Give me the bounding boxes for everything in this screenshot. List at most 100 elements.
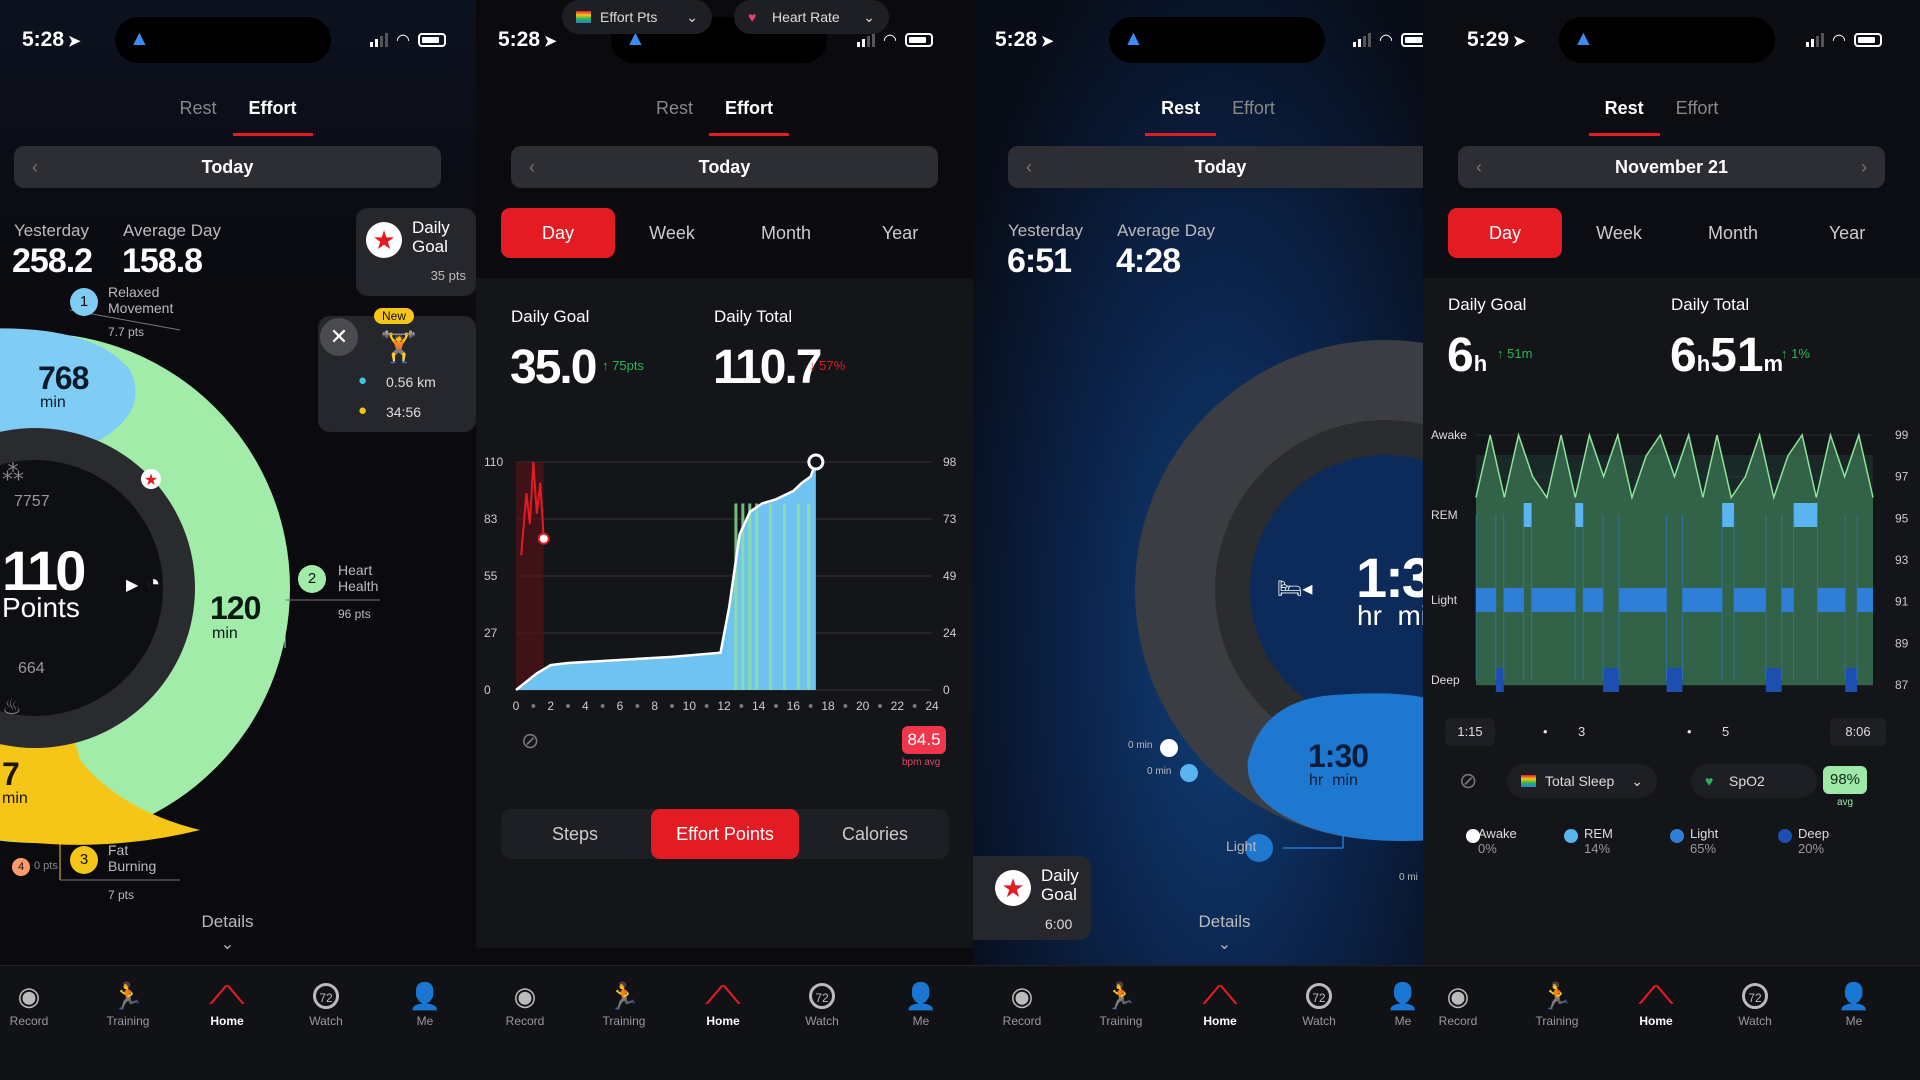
daily-goal-card[interactable]: ★ Daily Goal 35 pts [356,208,476,296]
nav-training[interactable]: 🏃 Training [93,978,163,1028]
details-link[interactable]: Details [201,912,254,931]
nav-home[interactable]: ⟋⟍ Home [1621,978,1691,1028]
nav-me[interactable]: 👤 Me [1819,978,1889,1028]
period-week[interactable]: Week [1596,223,1642,243]
nav-home[interactable]: ⟋⟍ Home [688,978,758,1028]
chevron-right-icon[interactable]: › [1861,157,1867,177]
close-icon[interactable]: ✕ [320,318,358,356]
chevron-down-icon[interactable]: ⌄ [220,936,235,953]
nav-me[interactable]: 👤 Me [886,978,956,1028]
heart-rate-dropdown[interactable]: ♥ Heart Rate ⌄ [734,0,889,34]
hide-eye-icon[interactable]: ⊘ [521,728,540,753]
activity-card[interactable]: ✕ New 🏋 ● 0.56 km ● 34:56 [318,308,476,432]
date-selector[interactable]: ‹ November 21 › [1458,146,1885,188]
nav-home[interactable]: ⟋⟍ Home [1185,978,1255,1028]
chevron-down-icon[interactable]: ⌄ [1217,936,1232,953]
date-selector[interactable]: ‹ Today [1008,146,1423,188]
tab-rest[interactable]: Rest [655,98,693,118]
period-year[interactable]: Year [881,223,919,243]
nav-watch[interactable]: 72 Watch [1284,978,1354,1028]
goal-delta: ↑ 51m [1497,346,1533,361]
nav-training[interactable]: 🏃 Training [1522,978,1592,1028]
sleep-stage-chart[interactable]: Awake REM Light Deep 99 97 95 93 91 89 87 [1423,415,1920,745]
running-icon: 🏃 [607,981,641,1011]
x-tick-dot [704,704,709,708]
total-sleep-dropdown[interactable]: Total Sleep ⌄ [1507,764,1657,798]
timer-icon[interactable]: ◔ [146,570,161,597]
nav-home[interactable]: ⟋⟍ Home [192,978,262,1028]
spo2-dropdown[interactable]: ♥ SpO2 [1691,764,1817,798]
yesterday-label: Yesterday [14,221,89,240]
tab-effort[interactable]: Effort [709,98,789,136]
status-bar: 5:28 ➤ ▲ ◠ [476,0,973,80]
zone-3-number: 3 [70,846,98,874]
light-dot [1670,829,1684,843]
dynamic-island: ▲ [115,17,331,63]
stage-label: Deep [1431,673,1460,687]
metric-selector: Steps Effort Points Calories [501,809,949,859]
nav-training[interactable]: 🏃 Training [1086,978,1156,1028]
location-arrow-icon: ➤ [544,33,557,50]
tab-effort[interactable]: Effort [1232,98,1275,118]
wifi-icon: ◠ [1379,32,1393,49]
chevron-left-icon[interactable]: ‹ [32,157,38,177]
tab-rest[interactable]: Rest [1145,98,1217,136]
chevron-left-icon[interactable]: ‹ [1476,157,1482,177]
period-week[interactable]: Week [649,223,695,243]
rainbow-icon [1521,775,1536,787]
nav-record[interactable]: ◉ Record [987,978,1057,1028]
metric-effort-points[interactable]: Effort Points [651,809,799,859]
chevron-left-icon[interactable]: ‹ [1026,157,1032,177]
average-value: 158.8 [122,242,203,280]
y-left-tick-label: 110 [484,455,503,469]
tab-effort[interactable]: Effort [1675,98,1719,118]
sleep-stage-bar [1583,588,1604,612]
metric-steps[interactable]: Steps [551,824,599,844]
inner-disc [0,460,163,716]
nav-watch[interactable]: 72 Watch [787,978,857,1028]
hide-eye-icon[interactable]: ⊘ [1459,768,1478,793]
tab-rest[interactable]: Rest [179,98,217,118]
daily-goal-card[interactable]: ★ Daily Goal 6:00 [973,856,1091,940]
period-day[interactable]: Day [1448,208,1562,258]
date-selector[interactable]: ‹ Today [511,146,938,188]
period-month[interactable]: Month [760,223,812,243]
x-tick-label: 24 [925,699,939,710]
total-delta: ↑ 1% [1781,346,1810,361]
yesterday-label: Yesterday [1008,221,1083,240]
light-sleep-segment[interactable] [1247,693,1423,841]
period-day[interactable]: Day [501,208,615,258]
effort-zone-bar [782,503,786,690]
metric-calories[interactable]: Calories [841,824,909,844]
nav-record[interactable]: ◉ Record [490,978,560,1028]
rem-dot [1564,829,1578,843]
daily-goal-value: 6:00 [1045,916,1073,932]
y-right-tick-label: 91 [1895,595,1909,609]
sleep-stage-bar [1531,588,1576,612]
x-tick-label: 4 [582,699,589,710]
period-year[interactable]: Year [1828,223,1866,243]
y-right-tick-label: 0 [943,683,950,697]
average-label: Average Day [123,221,221,240]
period-month[interactable]: Month [1707,223,1759,243]
tab-rest[interactable]: Rest [1588,98,1660,136]
nav-watch[interactable]: 72 Watch [291,978,361,1028]
average-value: 4:28 [1116,242,1181,280]
play-icon[interactable]: ▶ [126,577,139,594]
details-link[interactable]: Details [1198,912,1251,931]
chevron-left-icon[interactable]: ‹ [529,157,535,177]
date-selector[interactable]: ‹ Today [14,146,441,188]
nav-me[interactable]: 👤 Me [1383,978,1423,1028]
tab-effort[interactable]: Effort [232,98,313,136]
effort-pts-dropdown[interactable]: Effort Pts ⌄ [562,0,712,34]
total-sleep-unit: hr mi [1357,600,1423,631]
nav-watch[interactable]: 72 Watch [1720,978,1790,1028]
x-dot-1: • [1543,724,1548,739]
relaxed-movement-zone[interactable] [0,328,136,454]
nav-training[interactable]: 🏃 Training [589,978,659,1028]
spo2-line [1475,432,1874,501]
nav-record[interactable]: ◉ Record [1423,978,1493,1028]
nav-me[interactable]: 👤 Me [390,978,460,1028]
nav-record[interactable]: ◉ Record [0,978,64,1028]
